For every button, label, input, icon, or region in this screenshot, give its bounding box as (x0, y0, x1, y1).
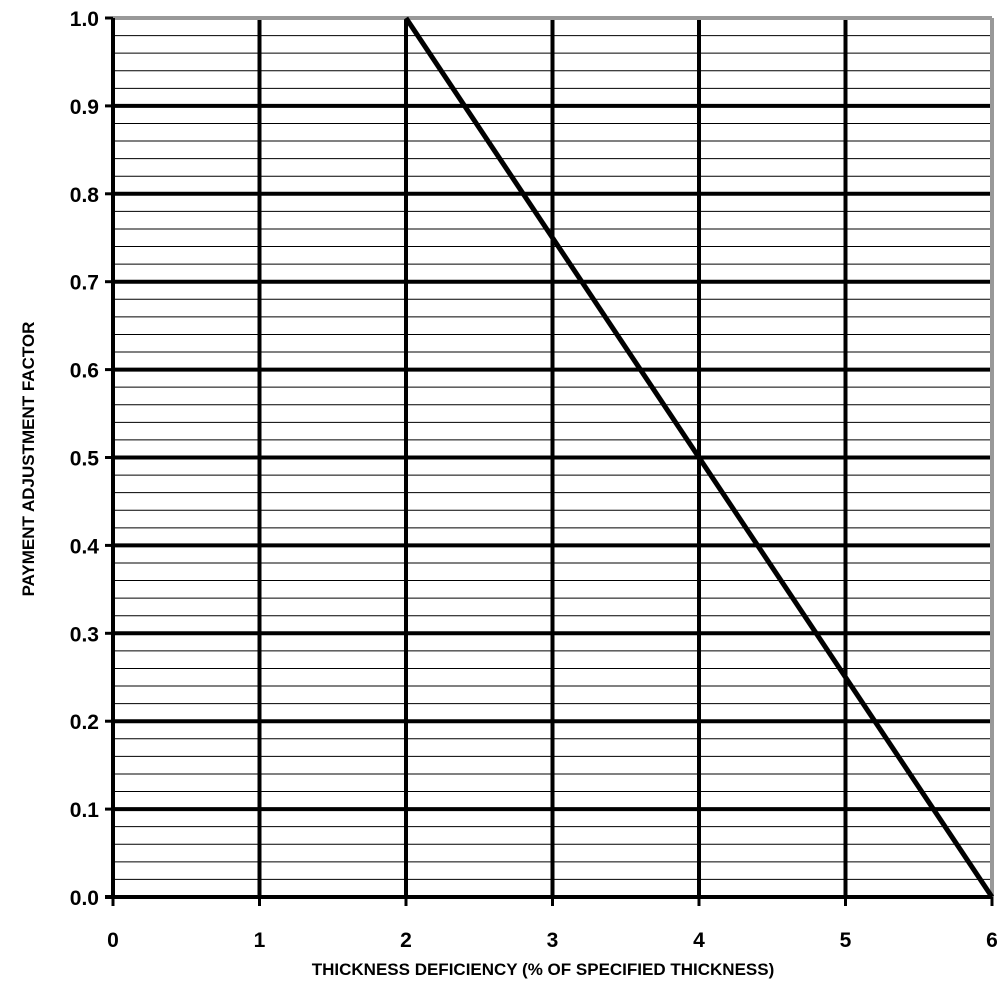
x-tick-label: 5 (840, 929, 852, 952)
y-tick-label: 0.0 (70, 887, 99, 910)
y-tick-label: 0.6 (70, 360, 99, 383)
y-tick-label: 0.2 (70, 711, 99, 734)
y-tick-label: 0.1 (70, 799, 100, 822)
plot-frame (105, 16, 994, 899)
y-tick-label: 0.4 (70, 535, 100, 558)
x-tick-label: 2 (400, 929, 412, 952)
y-tick-label: 0.8 (70, 184, 100, 207)
y-tick-label: 1.0 (70, 8, 99, 31)
x-tick-label: 0 (107, 929, 119, 952)
y-tick-label: 0.7 (70, 272, 99, 295)
x-tick-label: 6 (986, 929, 998, 952)
y-tick-label: 0.3 (70, 623, 99, 646)
grid-layer (105, 16, 994, 906)
x-tick-label: 3 (547, 929, 559, 952)
series-layer (403, 16, 995, 899)
x-tick-label: 4 (693, 929, 705, 952)
y-tick-label: 0.5 (70, 448, 100, 471)
y-tick-label: 0.9 (70, 96, 99, 119)
tick-labels: 0.0 0.1 0.2 0.3 0.4 0.5 0.6 0.7 0.8 0.9 1.0 0 1 2 3 4 5 6 (70, 8, 998, 952)
x-tick-label: 1 (254, 929, 266, 952)
x-axis-title: THICKNESS DEFICIENCY (% OF SPECIFIED THI… (312, 960, 775, 979)
series-line (403, 16, 995, 899)
y-axis-title: PAYMENT ADJUSTMENT FACTOR (19, 322, 38, 597)
